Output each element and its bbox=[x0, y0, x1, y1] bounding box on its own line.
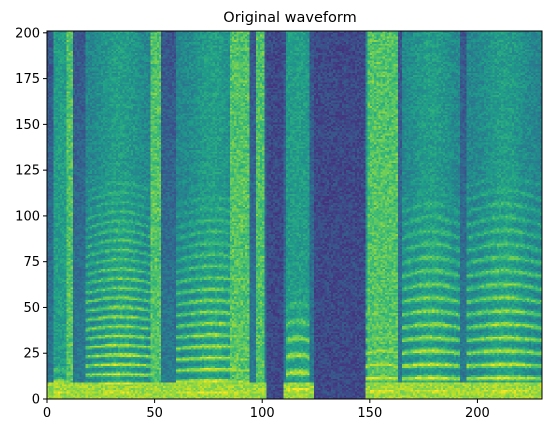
x-tick-label: 200 bbox=[465, 406, 490, 421]
spectrogram-image bbox=[47, 31, 542, 399]
plot-frame bbox=[46, 30, 543, 400]
y-axis: 0 25 50 75 100 125 150 175 200 bbox=[15, 26, 47, 408]
y-tick-label: 25 bbox=[23, 347, 40, 362]
y-tick-label: 125 bbox=[15, 164, 40, 179]
y-tick-label: 200 bbox=[15, 26, 40, 41]
x-tick-label: 0 bbox=[43, 406, 51, 421]
x-tick-label: 150 bbox=[357, 406, 382, 421]
plot-area bbox=[47, 31, 542, 399]
x-tick-label: 50 bbox=[146, 406, 163, 421]
y-tick-label: 175 bbox=[15, 72, 40, 87]
chart-title: Original waveform bbox=[223, 10, 356, 26]
y-tick-label: 75 bbox=[23, 255, 40, 270]
y-tick-label: 100 bbox=[15, 209, 40, 224]
y-tick-label: 150 bbox=[15, 118, 40, 133]
x-axis: 0 50 100 150 200 bbox=[43, 399, 490, 421]
y-tick-label: 0 bbox=[32, 393, 40, 408]
y-tick-label: 50 bbox=[23, 301, 40, 316]
x-tick-label: 100 bbox=[250, 406, 275, 421]
